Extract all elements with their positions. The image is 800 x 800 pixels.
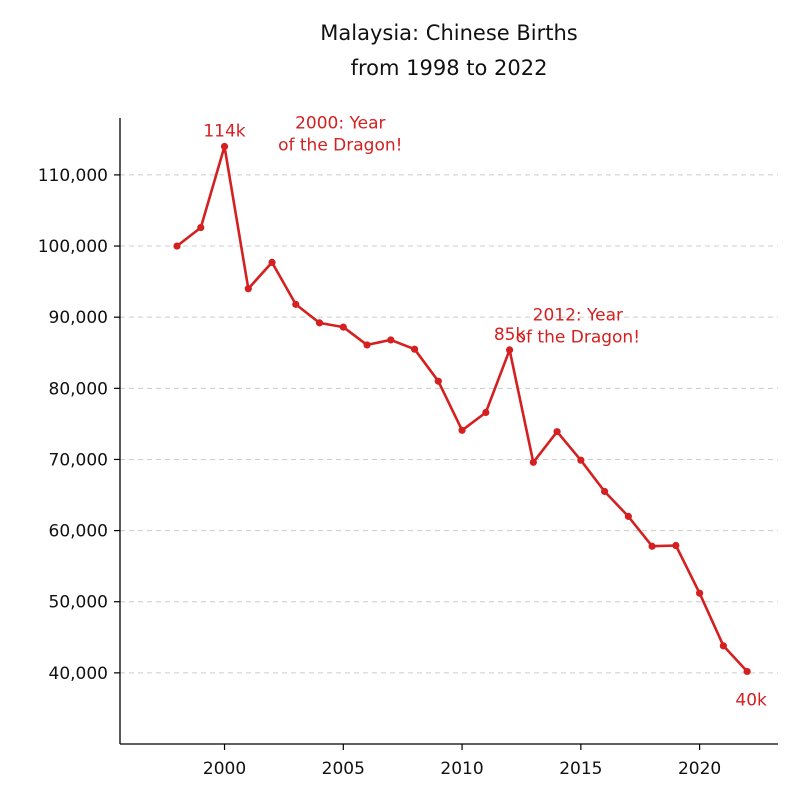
data-point [434,377,442,385]
axes [114,118,778,750]
y-tick-label: 80,000 [49,379,108,399]
chart-title-line-2: from 1998 to 2022 [351,56,548,80]
note-text-line: of the Dragon! [516,328,640,348]
data-point [577,456,585,464]
note-text-line: 2000: Year [295,114,385,134]
x-tick-label: 2010 [440,759,483,779]
data-point [197,223,205,232]
y-tick-label: 70,000 [49,450,108,470]
data-point [696,589,704,597]
data-point [268,258,276,267]
y-tick-label: 110,000 [38,166,108,186]
data-point [505,346,514,354]
note-text-line: of the Dragon! [278,136,402,156]
data-point [743,667,751,676]
data-point [553,428,561,436]
x-tick-label: 2000 [203,759,246,779]
data-point [672,541,680,550]
y-tick-label: 60,000 [49,522,108,542]
chart-title-line-1: Malaysia: Chinese Births [320,21,577,45]
note-text-line: 2012: Year [533,306,623,326]
data-point [173,242,181,250]
data-point [458,426,466,434]
data-point [648,542,656,550]
data-point [292,300,300,308]
data-point [315,319,324,327]
x-tick-label: 2015 [559,759,602,779]
data-point [719,642,727,650]
y-tick-label: 90,000 [49,308,108,328]
data-label: 85k [494,325,526,345]
data-point [363,341,371,349]
data-point [482,408,490,417]
grid-lines [120,174,778,674]
x-tick-label: 2020 [678,759,721,779]
data-point [529,458,537,466]
y-tick-label: 50,000 [49,593,108,613]
data-label: 114k [203,121,245,141]
series-line [176,145,749,673]
data-series [173,142,751,676]
data-point [244,285,252,293]
data-point [339,323,347,331]
data-point [600,487,609,496]
x-tick-label: 2005 [322,759,365,779]
data-point [220,142,229,151]
data-point [387,336,395,344]
tick-labels: 40,000 50,000 60,000 70,000 80,000 90,000 100,… [38,166,722,779]
data-label: 40k [735,690,767,710]
data-point [410,345,419,353]
data-point [624,512,632,520]
y-tick-label: 40,000 [49,664,108,684]
y-tick-label: 100,000 [38,237,108,257]
